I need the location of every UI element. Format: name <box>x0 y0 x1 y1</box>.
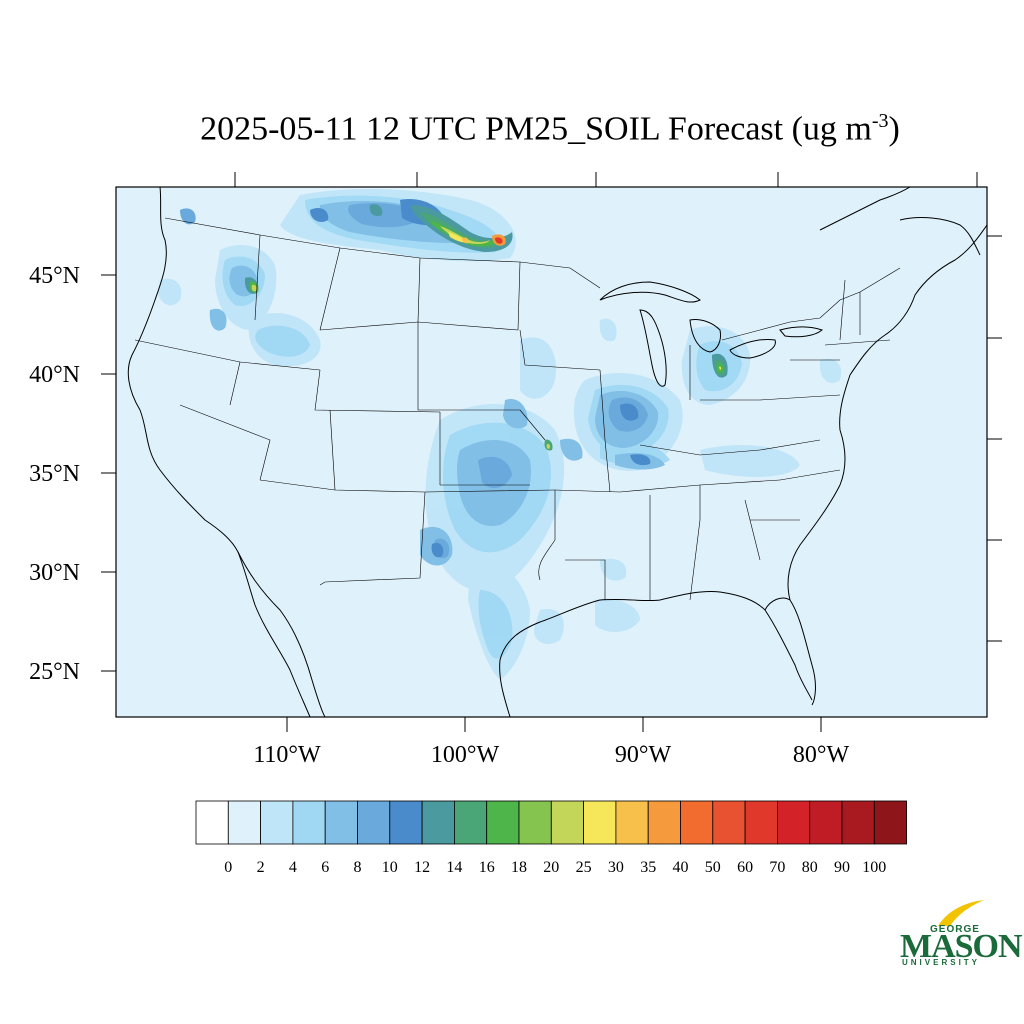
colorbar-swatch <box>389 800 423 845</box>
colorbar-label: 4 <box>289 859 297 876</box>
colorbar-label: 6 <box>321 859 329 876</box>
title-close: ) <box>888 110 900 148</box>
colorbar-label: 12 <box>414 859 430 876</box>
lat-label-40: 40°N <box>29 362 80 388</box>
colorbar-swatch <box>195 800 229 845</box>
colorbar-label: 60 <box>737 859 753 876</box>
colorbar-label: 0 <box>224 859 232 876</box>
title-exponent: -3 <box>871 110 889 132</box>
title-text: 2025-05-11 12 UTC PM25_SOIL Forecast (ug… <box>200 110 872 148</box>
colorbar-label: 80 <box>802 859 818 876</box>
colorbar-swatch <box>873 800 907 845</box>
logo-flame-icon <box>938 900 984 926</box>
colorbar-label: 2 <box>257 859 265 876</box>
logo-line-1: GEORGE <box>930 924 980 935</box>
colorbar-label: 8 <box>354 859 362 876</box>
colorbar-swatch <box>615 800 649 845</box>
colorbar-label: 50 <box>705 859 721 876</box>
colorbar-swatch <box>583 800 617 845</box>
right-ticks <box>987 235 1002 642</box>
colorbar-label: 90 <box>834 859 850 876</box>
top-ticks <box>234 172 978 187</box>
political-borders <box>134 217 901 601</box>
colorbar-swatch <box>712 800 746 845</box>
logo-line-2: MASON <box>900 928 1023 965</box>
lon-label-100w: 100°W <box>431 742 500 768</box>
colorbar-swatch <box>518 800 552 845</box>
colorbar-label: 25 <box>576 859 592 876</box>
colorbar-label: 40 <box>673 859 689 876</box>
colorbar-label: 16 <box>479 859 495 876</box>
colorbar-swatch <box>292 800 326 845</box>
colorbar-swatch <box>227 800 262 845</box>
lon-label-110w: 110°W <box>253 742 321 768</box>
colorbar-swatch <box>550 800 584 845</box>
lon-label-90w: 90°W <box>615 742 672 768</box>
colorbar-swatch <box>453 800 488 845</box>
lat-label-30: 30°N <box>29 560 80 586</box>
colorbar-swatch <box>647 800 681 845</box>
colorbar-label: 14 <box>446 859 462 876</box>
colorbar-swatch <box>809 800 843 845</box>
colorbar-swatch <box>744 800 778 845</box>
peak-areas <box>462 234 506 246</box>
logo-line-3: UNIVERSITY <box>902 958 981 967</box>
colorbar-label: 20 <box>543 859 559 876</box>
lon-label-80w: 80°W <box>793 742 850 768</box>
colorbar-swatch <box>324 800 358 845</box>
map-title: 2025-05-11 12 UTC PM25_SOIL Forecast (ug… <box>0 110 1024 148</box>
bottom-ticks <box>286 717 822 732</box>
colorbar-swatch <box>486 800 520 845</box>
concentration-field <box>158 188 842 680</box>
colorbar-swatch <box>841 800 875 845</box>
colorbar-label: 30 <box>608 859 624 876</box>
left-ticks <box>101 274 116 672</box>
colorbar-swatch <box>680 800 714 845</box>
lat-label-35: 35°N <box>29 461 80 487</box>
george-mason-logo: GEORGE MASON UNIVERSITY <box>898 898 1023 970</box>
colorbar-label: 70 <box>769 859 785 876</box>
colorbar-label: 18 <box>511 859 527 876</box>
map-frame <box>115 186 988 718</box>
colorbar-swatch <box>777 800 811 845</box>
colorbar-swatch <box>357 800 391 845</box>
colorbar-label: 100 <box>862 859 886 876</box>
lat-label-45: 45°N <box>29 263 80 289</box>
colorbar-label: 10 <box>382 859 398 876</box>
lat-label-25: 25°N <box>29 659 80 685</box>
colorbar: 0 2 4 6 8 10 12 14 16 18 20 25 30 35 40 50 60 70 80 90 100 <box>195 800 907 876</box>
coastlines <box>127 187 987 717</box>
colorbar-label: 35 <box>640 859 656 876</box>
colorbar-swatch <box>260 800 294 845</box>
colorbar-swatch <box>421 800 455 845</box>
